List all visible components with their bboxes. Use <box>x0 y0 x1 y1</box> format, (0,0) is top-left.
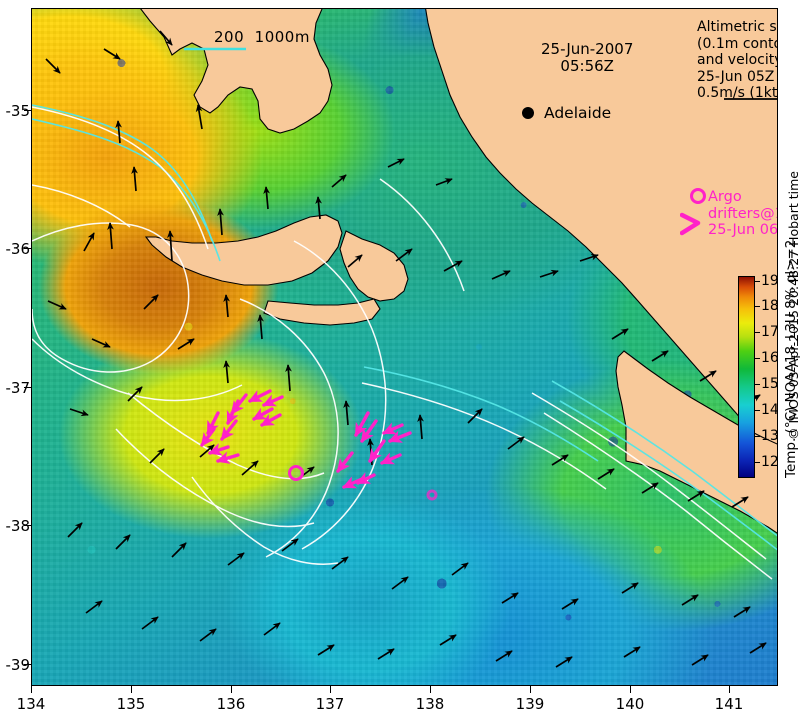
credit-text: © IMOS 03-Apr-2015 20:48:27 Hobart time <box>786 171 800 440</box>
colorbar-label-16: 16 <box>761 350 779 366</box>
x-tick-label-7: 141 <box>714 695 744 713</box>
land-eyre-yorke <box>140 9 333 134</box>
x-tick-label-0: 134 <box>16 695 46 713</box>
x-tick-label-2: 136 <box>216 695 246 713</box>
adelaide-city-label: Adelaide <box>544 104 612 122</box>
colorbar-label-19: 19 <box>761 273 779 289</box>
x-tick-label-3: 137 <box>315 695 345 713</box>
altimetry-legend-text: Altimetric sealevel (0.1m contours) and … <box>697 19 777 102</box>
scalebar-label: 200 1000m <box>214 28 310 46</box>
y-tick-label-1: -36 <box>5 240 31 258</box>
y-tick-label-4: -39 <box>5 656 31 674</box>
x-tick-label-6: 140 <box>615 695 645 713</box>
velocity-vectors <box>45 30 767 668</box>
colorbar-label-17: 17 <box>761 324 779 340</box>
x-tick-label-5: 139 <box>515 695 545 713</box>
colorbar-label-14: 14 <box>761 402 779 418</box>
argo-legend-sub: drifters@12h to 25-Jun 06Z <box>708 205 778 239</box>
argo-legend-symbols <box>680 188 706 236</box>
y-tick-label-2: -37 <box>5 379 31 397</box>
drifter-tracks <box>200 389 412 489</box>
land-kangaroo-island <box>263 298 381 326</box>
colorbar-label-15: 15 <box>761 376 779 392</box>
adelaide-city-dot <box>522 107 534 119</box>
argo-float-marker <box>288 465 438 501</box>
map-overlay <box>32 9 777 668</box>
y-tick-label-0: -35 <box>5 102 31 120</box>
colorbar-label-12: 12 <box>761 454 779 470</box>
colorbar-label-13: 13 <box>761 428 779 444</box>
argo-legend-title: Argo <box>708 189 742 205</box>
velocity-scale-arrow <box>724 98 777 100</box>
land-peninsula-west <box>144 214 343 286</box>
x-tick-label-4: 138 <box>415 695 445 713</box>
y-tick-label-3: -38 <box>5 517 31 535</box>
bathymetry-contours <box>32 104 777 551</box>
land-gulf-st-vincent-east <box>339 230 409 302</box>
colorbar-label-18: 18 <box>761 298 779 314</box>
temperature-colorbar[interactable] <box>738 276 755 478</box>
colorbar-title: Temp. (°C) NOAA18_L3U 8% ql>=2 <box>783 239 799 478</box>
x-tick-label-1: 135 <box>116 695 146 713</box>
argo-legend-text: Argo drifters@12h to 25-Jun 06Z <box>708 189 778 239</box>
timestamp-label: 25-Jun-2007 05:56Z <box>541 40 634 75</box>
landmass-group <box>140 9 777 534</box>
map-plot-area[interactable]: 200 1000m 25-Jun-2007 05:56Z Altimetric … <box>31 8 778 686</box>
